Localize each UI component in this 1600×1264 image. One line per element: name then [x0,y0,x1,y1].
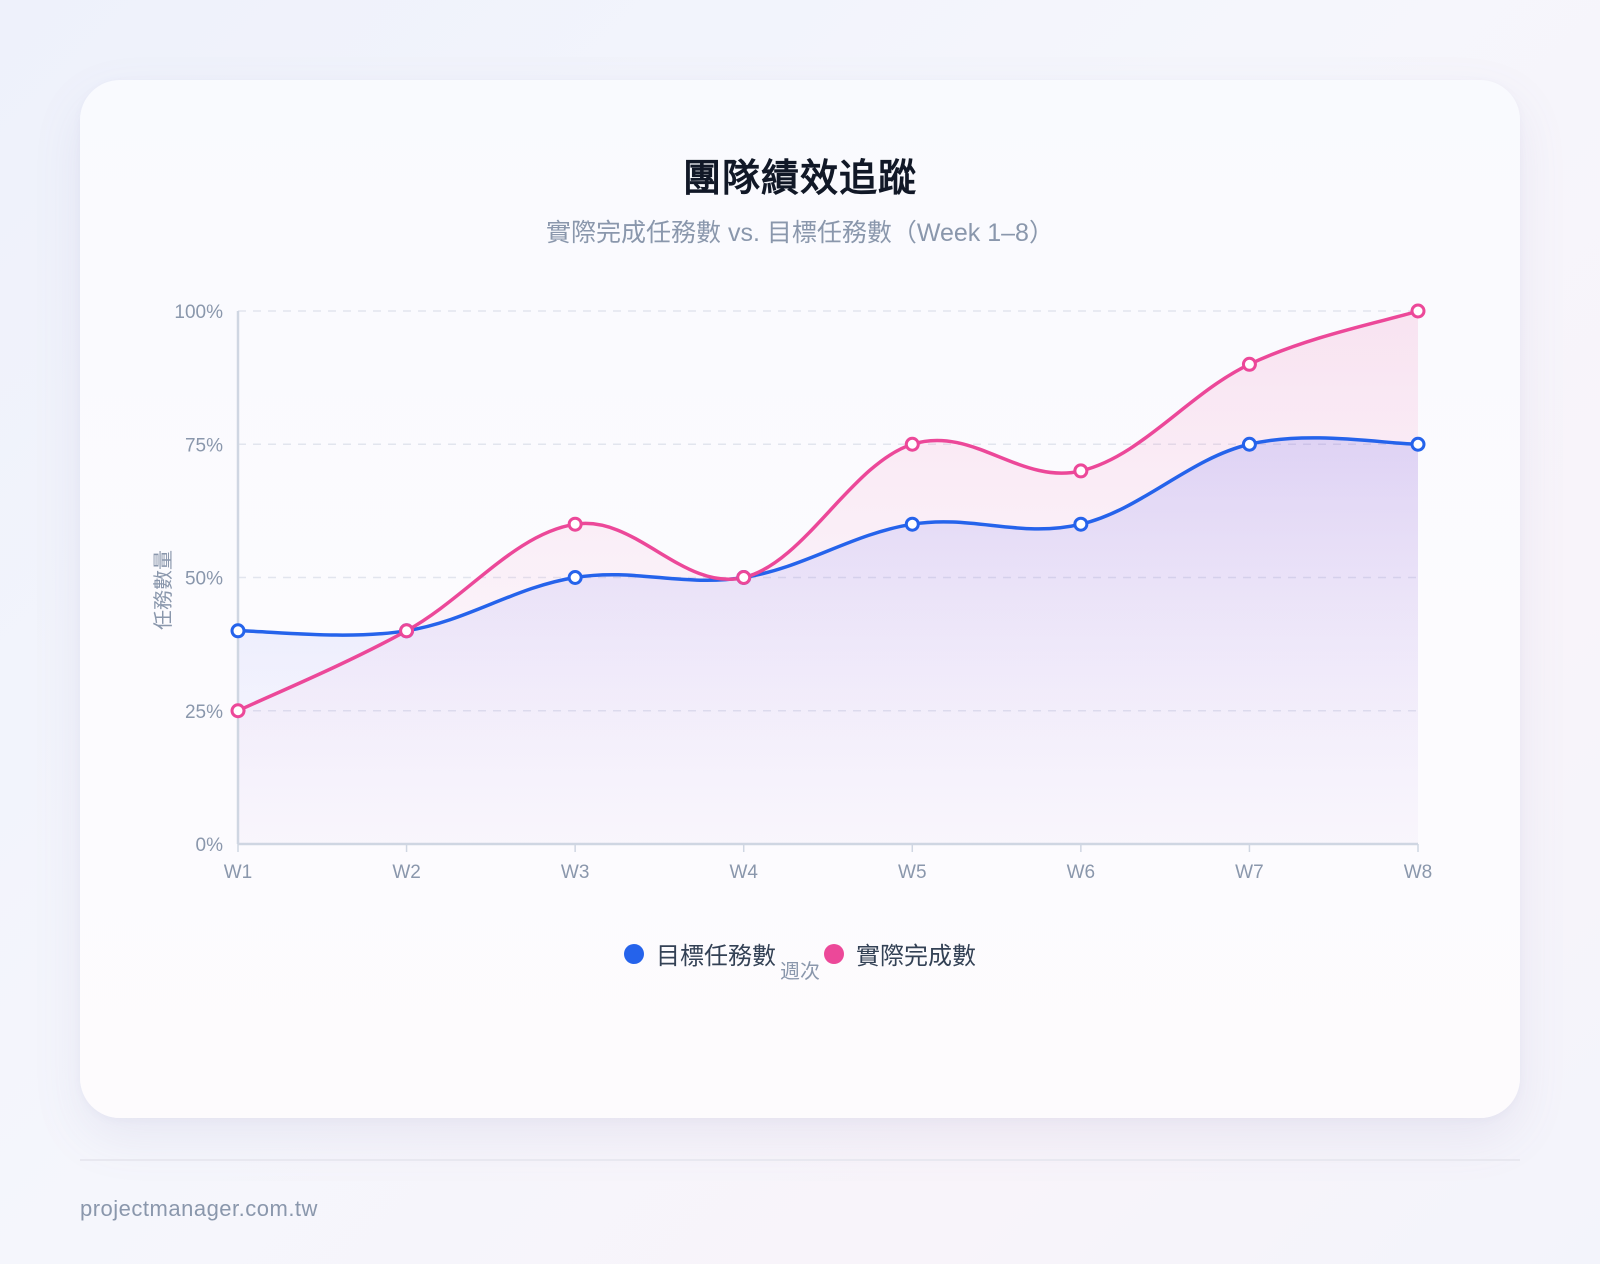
data-point[interactable] [1410,303,1426,319]
data-point[interactable] [567,570,583,585]
series-area [238,437,1418,844]
legend-item-target[interactable]: 目標任務數 [624,936,776,971]
footer-site-link[interactable]: projectmanager.com.tw [80,1196,318,1221]
legend-dot-icon [824,943,844,964]
legend-label: 實際完成數 [856,943,976,970]
data-point[interactable] [736,570,752,585]
chart-legend: 目標任務數 實際完成數 [0,936,1600,971]
x-tick-label: W2 [392,862,421,883]
legend-dot-icon [624,943,644,964]
data-point[interactable] [904,516,920,532]
data-point[interactable] [399,623,415,639]
axes [236,311,1419,852]
data-point[interactable] [1241,436,1257,452]
legend-label: 目標任務數 [656,943,776,970]
chart-title: 團隊績效追蹤 [682,158,917,200]
y-tick-label: 0% [196,835,224,856]
series-areas [238,311,1418,844]
data-point[interactable] [904,436,920,452]
axis-labels: 0% 25% 50% 75% 100% W1 W2 W3 W4 W5 W6 W7 W8 週次 任務數量 [151,302,1432,983]
series-line [236,436,1420,637]
data-points [230,303,1426,719]
footer-divider [80,1159,1520,1161]
data-point[interactable] [1073,463,1089,479]
data-point[interactable] [567,516,583,532]
data-point[interactable] [230,623,246,639]
y-tick-label: 25% [185,702,223,723]
x-axis-title: 週次 [780,959,820,983]
x-tick-label: W3 [561,862,590,883]
series-lines [236,309,1420,713]
series-line [236,309,1420,713]
y-tick-label: 100% [174,302,223,323]
x-tick-label: W5 [898,862,927,883]
legend-item-actual[interactable]: 實際完成數 [824,936,976,971]
x-tick-label: W6 [1067,862,1096,883]
data-point[interactable] [1073,516,1089,532]
x-tick-label: W4 [729,862,758,883]
y-tick-label: 75% [185,435,223,456]
x-tick-label: W8 [1404,862,1433,883]
y-tick-label: 50% [185,569,223,590]
x-tick-label: W7 [1235,862,1264,883]
y-axis-title: 任務數量 [151,550,175,630]
data-point[interactable] [1241,356,1257,372]
data-point[interactable] [230,703,246,719]
data-point[interactable] [1410,436,1426,452]
x-tick-label: W1 [224,862,253,883]
chart-subtitle: 實際完成任務數 vs. 目標任務數（Week 1–8） [546,219,1054,247]
